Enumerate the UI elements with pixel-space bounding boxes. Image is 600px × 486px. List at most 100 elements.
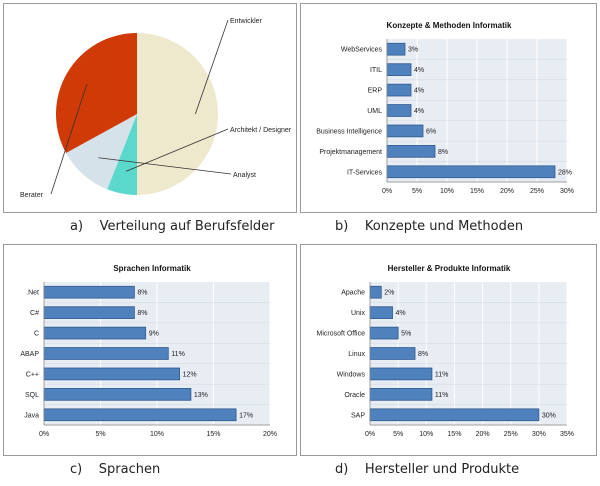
caption-a: a) Verteilung auf Berufsfelder	[70, 219, 275, 234]
sprachen-chart: Sprachen Informatik 0% 5% 10% 15% 20% .Net 8% C#…	[20, 264, 277, 438]
hersteller-category-label-2: Microsoft Office	[317, 331, 366, 338]
hersteller-value-label-3: 8%	[418, 351, 428, 358]
hersteller-category-label-3: Linux	[348, 351, 365, 358]
sprachen-category-label-4: C++	[26, 371, 39, 378]
panel-hersteller: Hersteller & Produkte Informatik 0% 5% 10% 1…	[300, 244, 597, 456]
pie-slice-3	[55, 32, 138, 154]
sprachen-value-label-6: 17%	[239, 412, 253, 419]
konzepte-category-label-0: WebServices	[341, 47, 383, 54]
caption-d: d) Hersteller und Produkte	[335, 462, 520, 477]
konzepte-value-label-3: 4%	[414, 108, 424, 115]
konzepte-tick-label-2: 10%	[440, 188, 454, 195]
konzepte-category-label-3: UML	[367, 108, 382, 115]
hersteller-bar-2	[369, 326, 399, 340]
hersteller-tick-label-5: 25%	[504, 431, 518, 438]
caption-c: c) Sprachen	[70, 462, 161, 477]
hersteller-bar-6	[369, 408, 540, 422]
konzepte-tick-label-1: 5%	[412, 188, 422, 195]
konzepte-category-label-6: IT-Services	[347, 169, 383, 176]
panel-konzepte: Konzepte & Methoden Informatik 0% 5% 10% 15%…	[300, 3, 597, 213]
panel-pie: Entwickler Architekt / Designer Analyst Ber…	[3, 3, 297, 213]
sprachen-bar-3	[43, 347, 169, 360]
konzepte-tick-label-6: 30%	[560, 188, 574, 195]
konzepte-value-label-0: 3%	[408, 47, 418, 54]
konzepte-bar-5	[386, 145, 436, 158]
hersteller-tick-label-7: 35%	[560, 431, 574, 438]
konzepte-bar-3	[386, 104, 412, 117]
sprachen-bar-4	[43, 367, 181, 381]
konzepte-bar-6	[386, 165, 556, 179]
pie-slice-0	[137, 33, 218, 195]
sprachen-category-label-5: SQL	[25, 392, 39, 399]
pie-leader-line-3	[50, 84, 88, 195]
pie-label-0: Entwickler	[230, 18, 263, 25]
konzepte-bar-1	[386, 63, 412, 76]
sprachen-value-label-2: 9%	[149, 331, 159, 338]
hersteller-tick-label-0: 0%	[365, 431, 375, 438]
hersteller-title: Hersteller & Produkte Informatik	[388, 264, 511, 273]
caption-b: b) Konzepte und Methoden	[335, 219, 524, 234]
sprachen-category-label-2: C	[34, 331, 39, 338]
konzepte-bar-4	[386, 124, 424, 138]
sprachen-category-label-6: Java	[24, 412, 39, 419]
hersteller-category-label-5: Oracle	[344, 392, 365, 399]
konzepte-bar-2	[386, 83, 412, 97]
konzepte-title: Konzepte & Methoden Informatik	[387, 21, 512, 30]
konzepte-chart: Konzepte & Methoden Informatik 0% 5% 10% 15%…	[316, 21, 574, 195]
sprachen-tick-label-2: 10%	[150, 431, 164, 438]
konzepte-category-label-4: Business Intelligence	[316, 128, 382, 135]
hersteller-value-label-6: 30%	[542, 412, 556, 419]
sprachen-bar-5	[43, 388, 192, 401]
hersteller-bar-3	[369, 347, 416, 360]
pie-chart: Entwickler Architekt / Designer Analyst Ber…	[20, 18, 292, 199]
sprachen-value-label-1: 8%	[137, 310, 147, 317]
hersteller-category-label-1: Unix	[351, 310, 366, 317]
konzepte-tick-label-4: 20%	[500, 188, 514, 195]
hersteller-tick-label-4: 20%	[476, 431, 490, 438]
hersteller-value-label-2: 5%	[401, 331, 411, 338]
sprachen-tick-label-4: 20%	[263, 431, 277, 438]
konzepte-value-label-5: 8%	[438, 149, 448, 156]
pie-slice-1	[107, 114, 137, 195]
hersteller-value-label-0: 2%	[384, 290, 394, 297]
sprachen-category-label-3: ABAP	[20, 351, 39, 358]
hersteller-category-label-0: Apache	[341, 290, 365, 297]
hersteller-bar-0	[369, 285, 382, 299]
pie-slice-2	[66, 114, 137, 190]
sprachen-category-label-0: .Net	[26, 290, 39, 297]
konzepte-value-label-6: 28%	[558, 169, 572, 176]
pie-leader-line-0	[194, 19, 229, 115]
konzepte-value-label-4: 6%	[426, 128, 436, 135]
hersteller-value-label-1: 4%	[396, 310, 406, 317]
panel-sprachen: Sprachen Informatik 0% 5% 10% 15% 20% .Net 8% C#…	[3, 244, 297, 456]
sprachen-bar-0	[43, 285, 135, 299]
sprachen-tick-label-0: 0%	[39, 431, 49, 438]
konzepte-tick-label-3: 15%	[470, 188, 484, 195]
konzepte-tick-label-5: 25%	[530, 188, 544, 195]
hersteller-category-label-4: Windows	[337, 371, 366, 378]
hersteller-bar-5	[369, 388, 433, 401]
hersteller-tick-label-6: 30%	[532, 431, 546, 438]
konzepte-tick-label-0: 0%	[382, 188, 392, 195]
sprachen-value-label-0: 8%	[137, 290, 147, 297]
konzepte-category-label-2: ERP	[368, 88, 383, 95]
konzepte-bar-0	[386, 42, 406, 56]
sprachen-bar-6	[43, 408, 237, 422]
sprachen-bar-1	[43, 306, 135, 319]
pie-leader-line-1	[125, 128, 229, 172]
pie-label-3: Berater	[20, 192, 44, 199]
konzepte-value-label-1: 4%	[414, 67, 424, 74]
sprachen-title: Sprachen Informatik	[113, 264, 191, 273]
hersteller-chart: Hersteller & Produkte Informatik 0% 5% 10% 1…	[317, 264, 575, 438]
hersteller-category-label-6: SAP	[351, 412, 365, 419]
hersteller-tick-label-2: 10%	[419, 431, 433, 438]
hersteller-bar-4	[369, 367, 433, 381]
hersteller-tick-label-3: 15%	[447, 431, 461, 438]
pie-leader-line-2	[98, 157, 232, 175]
hersteller-value-label-4: 11%	[435, 371, 449, 378]
hersteller-bar-1	[369, 306, 393, 319]
sprachen-category-label-1: C#	[30, 310, 39, 317]
hersteller-value-label-5: 11%	[435, 392, 449, 399]
konzepte-value-label-2: 4%	[414, 88, 424, 95]
sprachen-value-label-4: 12%	[183, 371, 197, 378]
